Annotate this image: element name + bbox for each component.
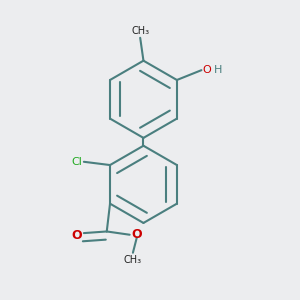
- Text: Cl: Cl: [71, 157, 82, 167]
- Text: CH₃: CH₃: [124, 255, 142, 265]
- Text: CH₃: CH₃: [131, 26, 149, 36]
- Text: O: O: [71, 229, 82, 242]
- Text: O: O: [202, 65, 211, 75]
- Text: H: H: [214, 65, 222, 75]
- Text: O: O: [131, 228, 142, 241]
